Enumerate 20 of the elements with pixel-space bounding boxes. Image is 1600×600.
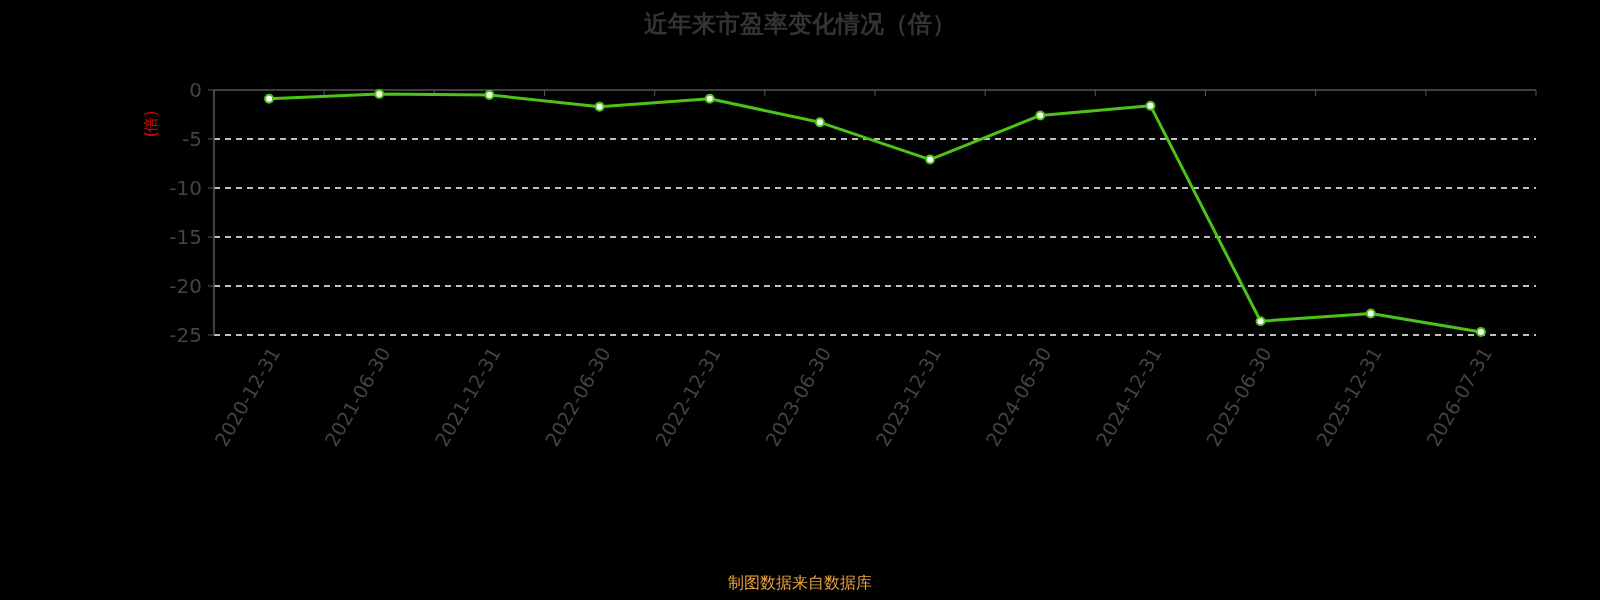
- y-tick-label: 0: [189, 78, 202, 102]
- y-tick-label: -15: [169, 225, 202, 249]
- point: [1035, 110, 1046, 121]
- point: [1365, 308, 1376, 319]
- point: [1145, 100, 1156, 111]
- text: 制图数据来自数据库: [728, 573, 872, 592]
- point: [1475, 327, 1486, 338]
- point: [814, 117, 825, 128]
- point: [925, 154, 936, 165]
- y-tick-label: -10: [169, 176, 202, 200]
- point: [374, 88, 385, 99]
- y-tick-label: -5: [182, 127, 202, 151]
- point: [704, 93, 715, 104]
- y-tick-label: -20: [169, 274, 202, 298]
- point: [264, 93, 275, 104]
- point: [594, 101, 605, 112]
- y-tick-label: -25: [169, 323, 202, 347]
- y-axis-title: (倍): [142, 110, 160, 138]
- point: [1255, 316, 1266, 327]
- point: [484, 89, 495, 100]
